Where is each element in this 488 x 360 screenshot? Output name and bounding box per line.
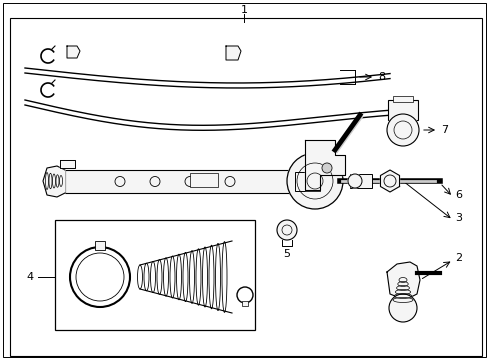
- Circle shape: [184, 176, 195, 186]
- Polygon shape: [225, 46, 241, 60]
- Bar: [190, 173, 218, 187]
- Circle shape: [386, 114, 418, 146]
- Polygon shape: [305, 140, 345, 190]
- Text: 7: 7: [440, 125, 447, 135]
- Text: 2: 2: [454, 253, 461, 263]
- Bar: [65, 170, 299, 193]
- Circle shape: [150, 176, 160, 186]
- Text: 6: 6: [454, 190, 461, 200]
- Circle shape: [115, 176, 125, 186]
- Bar: [242, 301, 247, 306]
- Bar: [349, 174, 371, 188]
- Polygon shape: [43, 166, 65, 197]
- Text: 4: 4: [26, 272, 34, 282]
- Circle shape: [347, 174, 361, 188]
- Circle shape: [321, 163, 331, 173]
- Bar: [95, 241, 105, 250]
- Circle shape: [224, 176, 235, 186]
- Circle shape: [388, 294, 416, 322]
- Polygon shape: [67, 46, 80, 58]
- Circle shape: [286, 153, 342, 209]
- Text: 5: 5: [283, 249, 290, 259]
- Bar: [55, 220, 254, 330]
- Polygon shape: [386, 262, 419, 300]
- Text: 1: 1: [240, 5, 247, 15]
- Text: 3: 3: [454, 213, 461, 223]
- Bar: [387, 100, 417, 120]
- Bar: [392, 96, 412, 102]
- Circle shape: [276, 220, 296, 240]
- Polygon shape: [380, 170, 399, 192]
- Text: 8: 8: [377, 72, 385, 82]
- Polygon shape: [60, 160, 75, 168]
- Bar: [294, 172, 319, 191]
